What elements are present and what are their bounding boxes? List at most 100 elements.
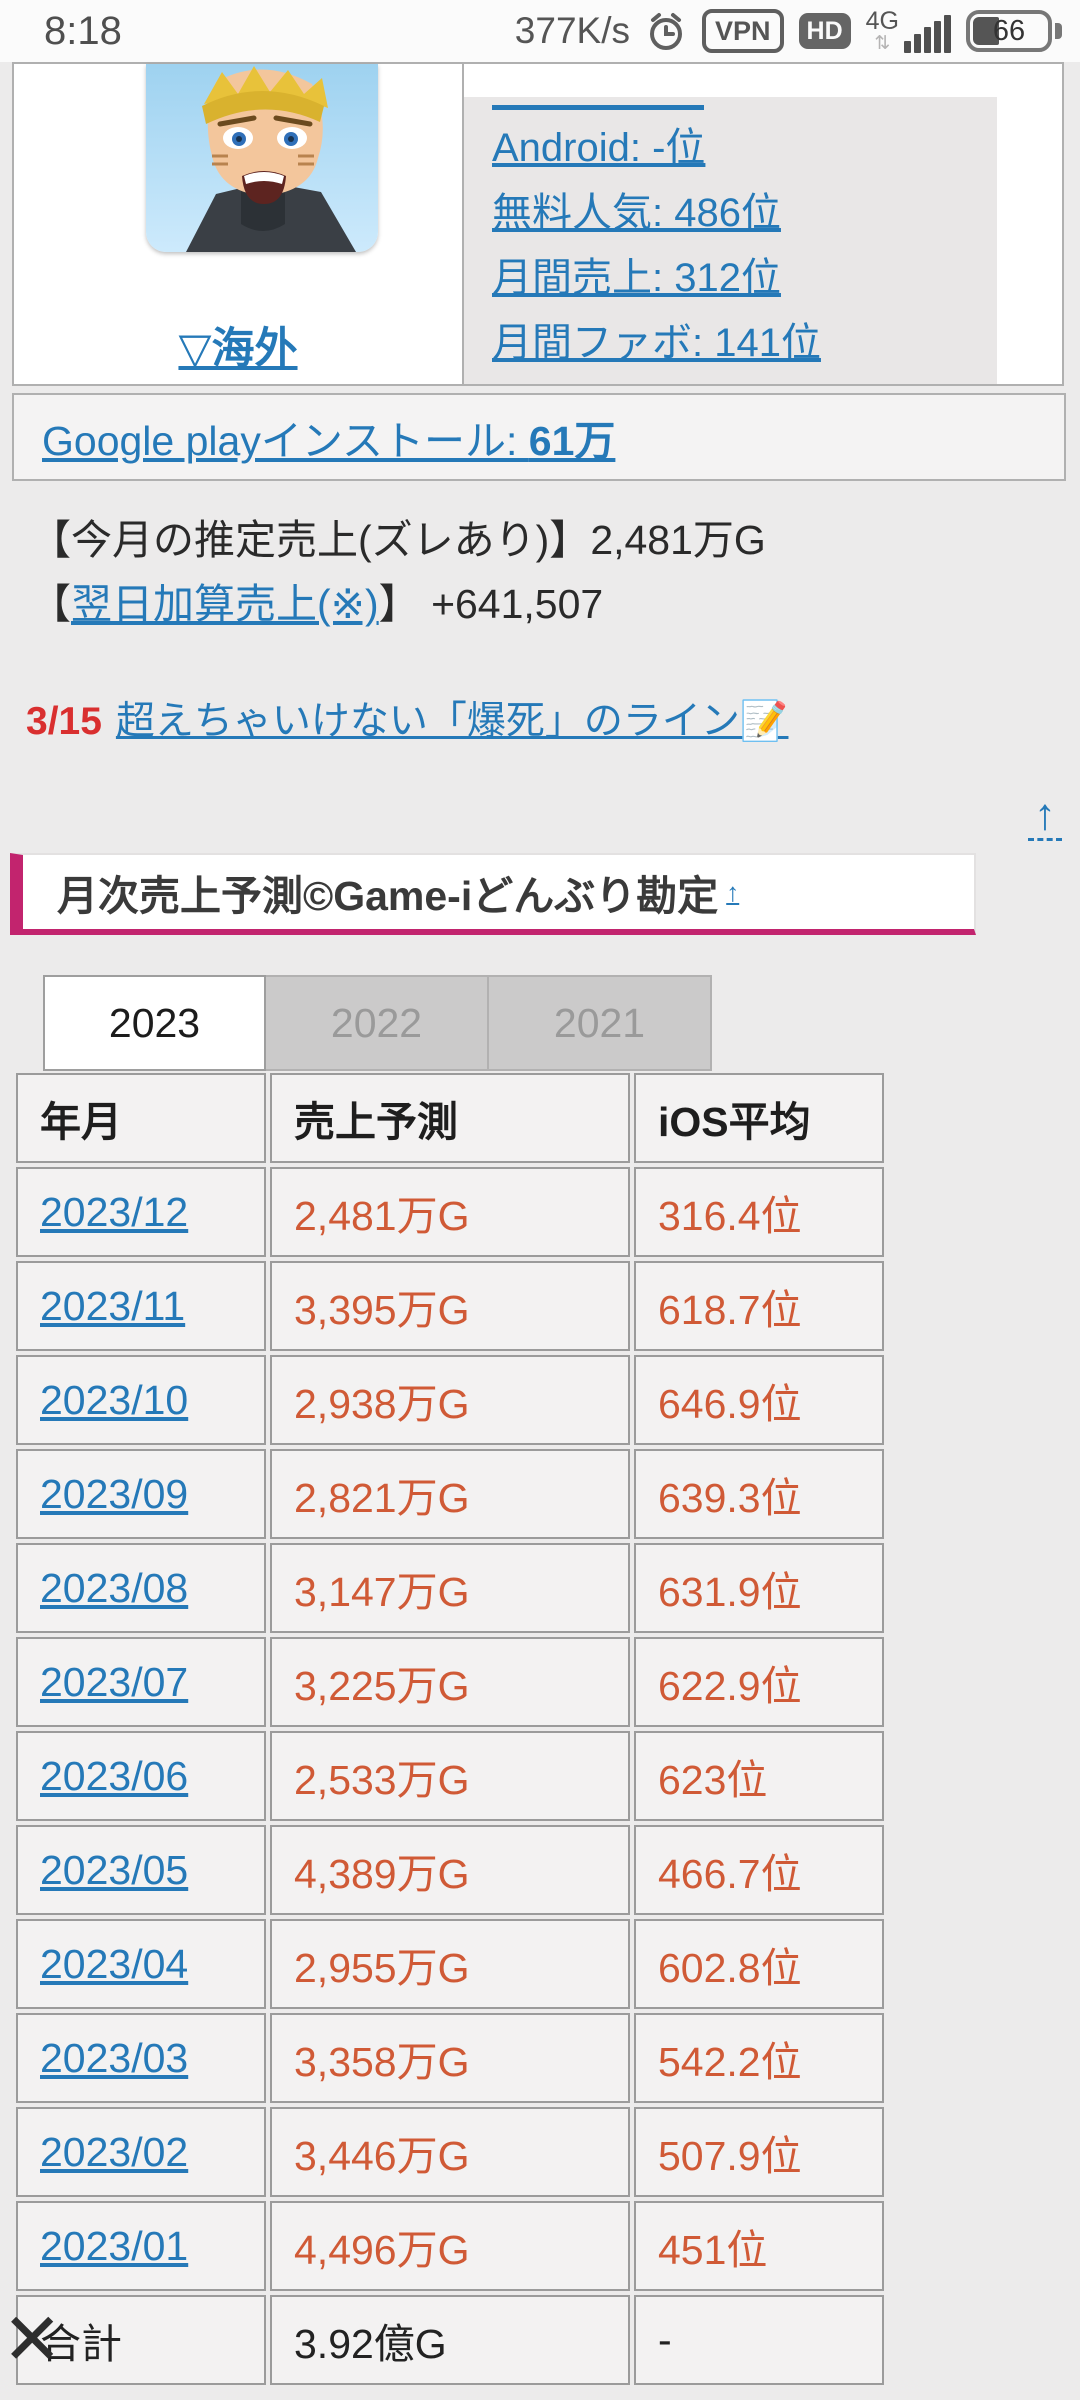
month-cell: 2023/02: [16, 2107, 266, 2197]
month-cell: 2023/08: [16, 1543, 266, 1633]
table-header-row: 年月 売上予測 iOS平均: [16, 1073, 884, 1163]
sales-forecast-cell: 3,225万G: [270, 1637, 630, 1727]
ios-average-cell: 639.3位: [634, 1449, 884, 1539]
sales-forecast-cell: 4,496万G: [270, 2201, 630, 2291]
ios-average-cell: 507.9位: [634, 2107, 884, 2197]
section-title: 月次売上予測©Game-iどんぶり勘定: [57, 873, 719, 919]
back-to-top-icon[interactable]: ↑: [1028, 791, 1062, 842]
network-type-label: 4G: [865, 7, 899, 35]
sales-forecast-cell: 2,481万G: [270, 1167, 630, 1257]
table-row: 2023/11 3,395万G 618.7位: [16, 1261, 884, 1351]
tab-2021[interactable]: 2021: [489, 975, 712, 1071]
sales-summary: 【今月の推定売上(ズレあり)】2,481万G 【翌日加算売上(※)】 +641,…: [30, 508, 766, 636]
free-popularity-rank-link[interactable]: 無料人気: 486位: [492, 191, 781, 235]
overseas-region-link[interactable]: ▽海外: [178, 325, 298, 373]
monthly-sales-rank-link[interactable]: 月間売上: 312位: [492, 256, 781, 300]
month-link[interactable]: 2023/06: [40, 1752, 189, 1799]
nextday-added-sales-link[interactable]: 翌日加算売上(※): [71, 581, 379, 627]
month-cell: 2023/11: [16, 1261, 266, 1351]
tab-2023[interactable]: 2023: [43, 975, 266, 1071]
ios-average-cell: 622.9位: [634, 1637, 884, 1727]
notice-date: 3/15: [26, 700, 102, 743]
ad-close-button[interactable]: ✕: [2, 2300, 63, 2380]
month-link[interactable]: 2023/01: [40, 2222, 189, 2269]
month-link[interactable]: 2023/08: [40, 1564, 189, 1611]
battery-icon: 66: [966, 10, 1062, 52]
sales-forecast-cell: 3,446万G: [270, 2107, 630, 2197]
table-row: 2023/07 3,225万G 622.9位: [16, 1637, 884, 1727]
monthly-estimate-value: 2,481万G: [590, 517, 766, 563]
signal-bars-icon: [904, 15, 951, 53]
month-cell: 2023/09: [16, 1449, 266, 1539]
month-link[interactable]: 2023/12: [40, 1188, 189, 1235]
sales-forecast-cell: 2,955万G: [270, 1919, 630, 2009]
google-play-installs-link[interactable]: Google playインストール: 61万: [42, 418, 616, 464]
cutoff-link-underline[interactable]: [492, 105, 704, 110]
ios-average-cell: 542.2位: [634, 2013, 884, 2103]
month-link[interactable]: 2023/04: [40, 1940, 189, 1987]
month-link[interactable]: 2023/11: [40, 1282, 186, 1329]
nextday-added-line: 【翌日加算売上(※)】 +641,507: [30, 581, 604, 627]
sales-forecast-cell: 3,395万G: [270, 1261, 630, 1351]
ios-average-cell: 646.9位: [634, 1355, 884, 1445]
monthly-estimate-line: 【今月の推定売上(ズレあり)】2,481万G: [30, 517, 766, 563]
sales-forecast-cell: 4,389万G: [270, 1825, 630, 1915]
month-link[interactable]: 2023/02: [40, 2128, 189, 2175]
monthly-favorite-rank-link[interactable]: 月間ファボ: 141位: [492, 321, 821, 365]
total-ios-cell: -: [634, 2295, 884, 2385]
table-row: 2023/09 2,821万G 639.3位: [16, 1449, 884, 1539]
tab-2022[interactable]: 2022: [266, 975, 489, 1071]
table-row: 2023/12 2,481万G 316.4位: [16, 1167, 884, 1257]
year-tabs: 2023 2022 2021: [43, 975, 712, 1071]
month-link[interactable]: 2023/09: [40, 1470, 189, 1517]
table-row: 2023/05 4,389万G 466.7位: [16, 1825, 884, 1915]
nextday-added-value: +641,507: [419, 581, 604, 627]
month-cell: 2023/06: [16, 1731, 266, 1821]
column-header-month: 年月: [16, 1073, 266, 1163]
table-row: 2023/03 3,358万G 542.2位: [16, 2013, 884, 2103]
hd-badge: HD: [798, 13, 851, 49]
month-cell: 2023/01: [16, 2201, 266, 2291]
clock-time: 8:18: [44, 8, 122, 53]
month-link[interactable]: 2023/03: [40, 2034, 189, 2081]
month-cell: 2023/04: [16, 1919, 266, 2009]
month-cell: 2023/10: [16, 1355, 266, 1445]
ios-average-cell: 623位: [634, 1731, 884, 1821]
table-row: 2023/06 2,533万G 623位: [16, 1731, 884, 1821]
table-row: 2023/04 2,955万G 602.8位: [16, 1919, 884, 2009]
data-updown-arrows-icon: ⇅: [874, 33, 891, 54]
google-play-installs-value: 61万: [528, 418, 616, 464]
sales-forecast-cell: 2,821万G: [270, 1449, 630, 1539]
ios-average-cell: 316.4位: [634, 1167, 884, 1257]
sales-forecast-cell: 3,358万G: [270, 2013, 630, 2103]
month-link[interactable]: 2023/05: [40, 1846, 189, 1893]
sales-forecast-cell: 2,938万G: [270, 1355, 630, 1445]
table-total-row: 合計 3.92億G -: [16, 2295, 884, 2385]
alarm-clock-icon: [645, 10, 687, 52]
month-cell: 2023/07: [16, 1637, 266, 1727]
month-cell: 2023/05: [16, 1825, 266, 1915]
section-anchor-icon[interactable]: ↑: [726, 876, 740, 907]
ios-average-cell: 466.7位: [634, 1825, 884, 1915]
game-character-image: [146, 64, 378, 252]
battery-percent: 66: [992, 14, 1026, 47]
ranking-links-cell: Android: -位 無料人気: 486位 月間売上: 312位 月間ファボ:…: [464, 64, 1062, 384]
table-row: 2023/08 3,147万G 631.9位: [16, 1543, 884, 1633]
table-row: 2023/10 2,938万G 646.9位: [16, 1355, 884, 1445]
ios-average-cell: 451位: [634, 2201, 884, 2291]
android-rank-link[interactable]: Android: -位: [492, 126, 706, 170]
game-icon-cell: ▽海外: [14, 64, 464, 384]
month-link[interactable]: 2023/10: [40, 1376, 189, 1423]
sales-forecast-cell: 2,533万G: [270, 1731, 630, 1821]
column-header-ios-average: iOS平均: [634, 1073, 884, 1163]
game-profile-panel: ▽海外 Android: -位 無料人気: 486位 月間売上: 312位 月間…: [12, 62, 1064, 386]
sales-forecast-cell: 3,147万G: [270, 1543, 630, 1633]
month-cell: 2023/12: [16, 1167, 266, 1257]
table-row: 2023/02 3,446万G 507.9位: [16, 2107, 884, 2197]
google-play-installs-row: Google playインストール: 61万: [12, 393, 1066, 481]
notice-line: 3/15 超えちゃいけない「爆死」のライン📝: [26, 690, 788, 746]
month-link[interactable]: 2023/07: [40, 1658, 189, 1705]
column-header-forecast: 売上予測: [270, 1073, 630, 1163]
bakushi-line-link[interactable]: 超えちゃいけない「爆死」のライン📝: [115, 700, 789, 743]
